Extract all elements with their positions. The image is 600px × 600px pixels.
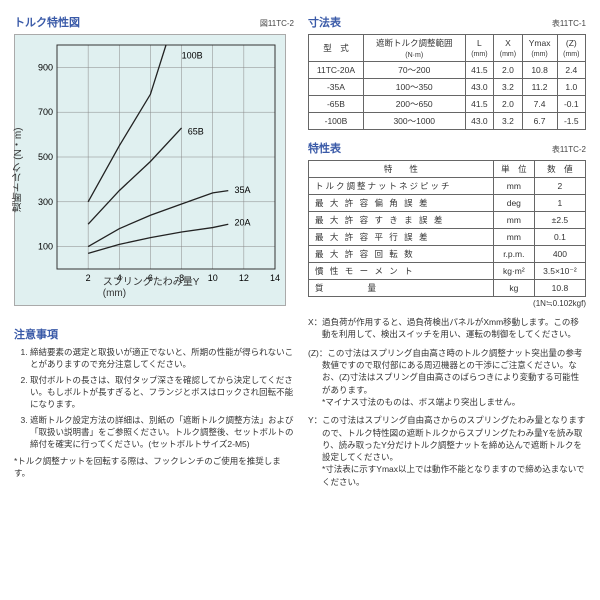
svg-text:20A: 20A — [235, 217, 251, 227]
svg-text:12: 12 — [239, 273, 249, 283]
chart-xlabel: スプリングたわみ量Y (mm) — [103, 273, 225, 299]
prop-footnote: (1N≒0.102kgf) — [308, 299, 586, 308]
dimension-table: 型 式遮断トルク調整範囲(N·m)L(mm)X(mm)Ymax(mm)(Z)(m… — [308, 34, 586, 130]
proptable-title: 特性表 表11TC-2 — [308, 140, 586, 156]
definitions: X：過負荷が作用すると、過負荷検出パネルがXmm移動します。この移動を利用して、… — [308, 316, 586, 488]
svg-text:300: 300 — [38, 197, 53, 207]
svg-text:500: 500 — [38, 152, 53, 162]
svg-text:100: 100 — [38, 242, 53, 252]
svg-text:700: 700 — [38, 107, 53, 117]
svg-text:65B: 65B — [188, 127, 204, 137]
svg-text:2: 2 — [86, 273, 91, 283]
dimtable-title: 寸法表 表11TC-1 — [308, 14, 586, 30]
property-table: 特 性単 位数 値トルク調整ナットネジピッチmm2最 大 許 容 偏 角 誤 差… — [308, 160, 586, 297]
svg-text:14: 14 — [270, 273, 280, 283]
notes-title: 注意事項 — [14, 326, 294, 342]
svg-text:900: 900 — [38, 62, 53, 72]
svg-text:100B: 100B — [182, 50, 203, 60]
svg-text:35A: 35A — [235, 185, 251, 195]
chart-ylabel: 遮断トルク (N・m) — [11, 128, 26, 213]
chart-title: トルク特性図 図11TC-2 — [14, 14, 294, 30]
torque-chart: 1003005007009002468101214100B65B35A20A 遮… — [14, 34, 286, 306]
notes-block: 締結要素の選定と取扱いが適正でないと、所期の性能が得られないことがありますので充… — [14, 346, 294, 479]
